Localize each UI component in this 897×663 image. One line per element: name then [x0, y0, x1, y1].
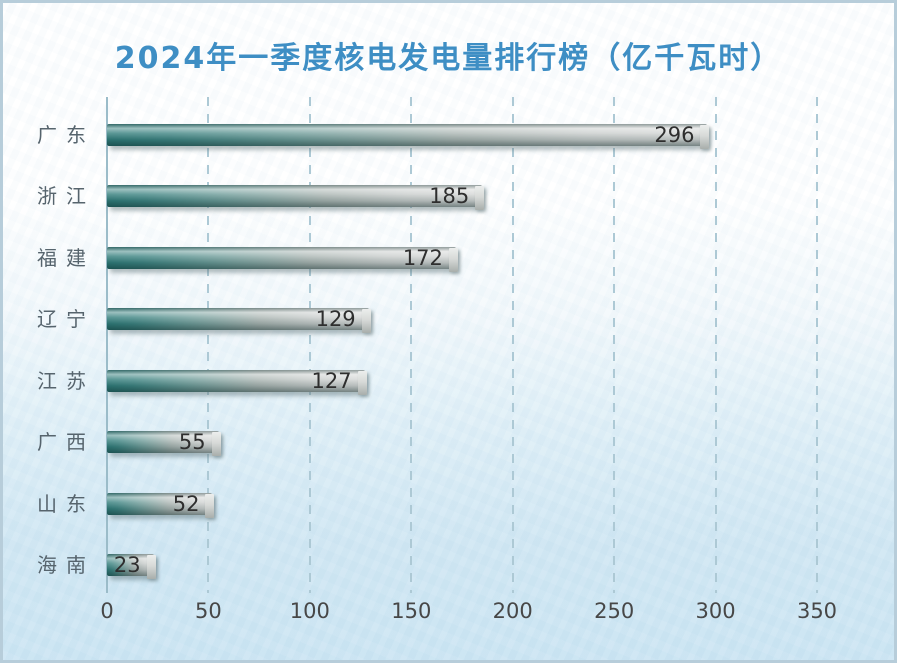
bar-辽宁: 129: [107, 307, 371, 333]
bar-value-label: 172: [402, 245, 443, 270]
chart-title: 2024年一季度核电发电量排行榜（亿千瓦时）: [114, 41, 783, 76]
gridline-x-200: [511, 97, 514, 593]
bar-end-cap: [146, 555, 156, 579]
x-tick-label: 350: [796, 599, 838, 623]
x-tick-label: 200: [492, 599, 533, 623]
bar-value-label: 127: [311, 368, 352, 393]
category-label: 山东: [37, 491, 95, 516]
bar-山东: 52: [107, 491, 215, 518]
category-label: 江苏: [37, 368, 95, 393]
gridline-x-150: [410, 97, 413, 593]
bar-value-label: 23: [113, 553, 141, 577]
bar-浙江: 185: [107, 184, 485, 210]
x-tick-label: 150: [391, 599, 432, 623]
category-label: 福建: [37, 245, 95, 270]
bar-end-cap: [448, 247, 458, 272]
bar-value-label: 296: [654, 122, 695, 147]
gridline-x-100: [308, 97, 311, 593]
bar-end-cap: [361, 309, 371, 333]
bar-海南: 23: [107, 553, 156, 579]
bar-江苏: 127: [107, 368, 367, 395]
gridline-x-350: [816, 97, 818, 593]
bar-end-cap: [475, 186, 485, 210]
bar-end-cap: [205, 493, 215, 518]
bar-value-label: 129: [315, 307, 356, 331]
plot-area: 广东 296 浙江 185 福建 172 辽宁 129 江苏 127 广西 55 山东 52 海南 23 0 5…: [37, 97, 837, 623]
bar-end-cap: [357, 370, 367, 395]
x-tick-label: 250: [594, 599, 635, 623]
gridline-x-300: [714, 97, 717, 593]
category-label: 浙江: [37, 184, 95, 208]
category-label: 广西: [37, 430, 95, 454]
y-axis-line: [106, 97, 108, 593]
x-tick-label: 0: [100, 599, 114, 623]
bar-福建: 172: [107, 245, 458, 272]
bar-value-label: 185: [429, 184, 470, 208]
bar-value-label: 52: [172, 491, 200, 516]
bar-广东: 296: [107, 122, 710, 149]
gridline-x-250: [613, 97, 616, 593]
category-label: 广东: [37, 122, 95, 147]
x-tick-label: 100: [289, 599, 330, 623]
bar-value-label: 55: [178, 430, 206, 454]
category-label: 海南: [37, 553, 95, 577]
x-tick-label: 50: [195, 599, 222, 623]
category-label: 辽宁: [37, 307, 95, 331]
bar-end-cap: [211, 432, 221, 456]
bar-广西: 55: [107, 430, 221, 456]
x-tick-label: 300: [695, 599, 736, 623]
bar-end-cap: [700, 124, 710, 149]
gridline-x-50: [207, 97, 210, 593]
